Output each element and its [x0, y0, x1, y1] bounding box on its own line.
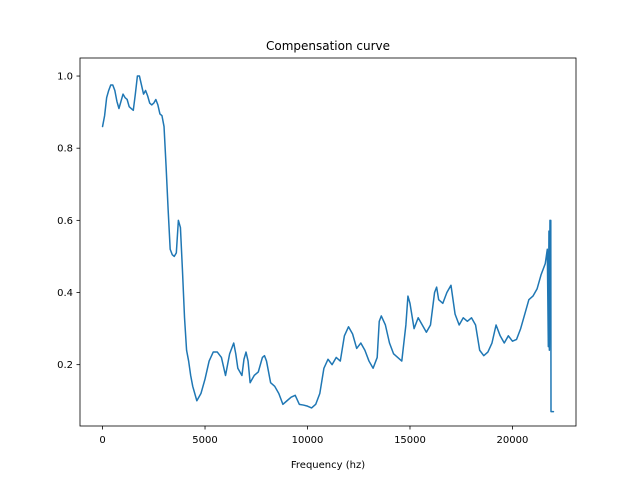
y-tick-label: 0.8: [57, 144, 73, 155]
x-tick-label: 0: [99, 435, 105, 446]
y-tick-label: 0.2: [57, 360, 73, 371]
x-tick-label: 15000: [394, 435, 426, 446]
y-tick-label: 1.0: [57, 72, 73, 83]
x-tick-label: 5000: [192, 435, 217, 446]
x-axis-label: Frequency (hz): [291, 460, 365, 471]
axes-frame: [79, 57, 577, 427]
y-tick-label: 0.6: [57, 216, 73, 227]
plot-area: 0 5000 10000 15000 20000 0.2 0.4 0.6 0.8 1.0: [57, 57, 577, 446]
y-tick-label: 0.4: [57, 288, 73, 299]
chart-title: Compensation curve: [266, 39, 390, 53]
x-tick-label: 10000: [292, 435, 324, 446]
series-line: [101, 75, 555, 413]
x-tick-label: 20000: [497, 435, 529, 446]
